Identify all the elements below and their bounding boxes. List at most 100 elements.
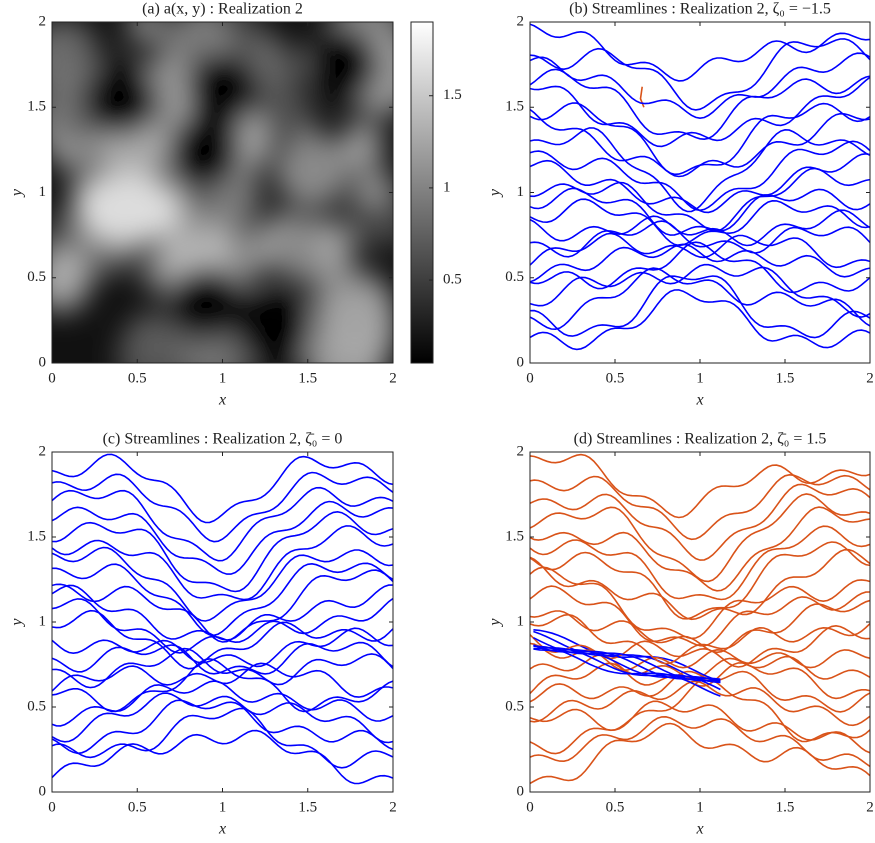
streamline — [530, 209, 870, 247]
x-axis-label: x — [218, 821, 226, 838]
heatmap-blob — [267, 217, 330, 280]
x-tick-label: 2 — [866, 799, 874, 815]
y-tick-label: 1 — [517, 613, 525, 629]
y-tick-label: 0.5 — [27, 698, 46, 714]
streamline — [530, 152, 870, 214]
streamline — [530, 506, 870, 592]
heatmap-dark — [82, 60, 159, 137]
streamline — [530, 624, 870, 668]
streamline — [530, 127, 870, 213]
streamline — [530, 493, 870, 583]
colorbar-tick-label: 1.5 — [443, 87, 462, 103]
streamline — [530, 722, 870, 785]
streamline — [52, 584, 393, 641]
y-axis-label: y — [9, 618, 26, 628]
streamline — [530, 68, 870, 141]
streamline — [52, 707, 393, 769]
streamline — [530, 599, 870, 654]
x-tick-label: 0 — [526, 370, 534, 386]
y-axis-label: y — [487, 618, 504, 628]
streamline — [530, 102, 870, 176]
streamline — [530, 548, 870, 621]
heatmap-blob — [274, 133, 351, 209]
x-axis-label: x — [695, 392, 703, 409]
streamline — [52, 569, 393, 643]
x-tick-label: 0.5 — [128, 799, 147, 815]
streamline — [530, 453, 870, 519]
streamline — [530, 263, 870, 318]
streamline — [530, 642, 870, 672]
x-axis-label: x — [695, 821, 703, 838]
axes-frame — [51, 451, 394, 793]
streamline — [530, 76, 870, 148]
streamline — [530, 541, 870, 620]
streamline — [530, 566, 870, 640]
heatmap-blob — [73, 174, 184, 245]
y-axis-label: y — [9, 188, 26, 198]
streamline — [530, 267, 870, 331]
streamline — [52, 658, 393, 713]
plot-area — [52, 22, 393, 363]
heatmap-blob — [52, 213, 72, 252]
x-tick-label: 1 — [219, 799, 227, 815]
x-tick-label: 0 — [48, 799, 56, 815]
heatmap-blob — [311, 268, 393, 352]
streamline — [530, 198, 870, 247]
streamline — [52, 562, 393, 637]
x-tick-label: 0.5 — [606, 799, 625, 815]
streamline — [530, 241, 870, 294]
streamline — [52, 546, 393, 622]
colorbar-tick-label: 1 — [443, 179, 451, 195]
colorbar-tick-label: 0.5 — [443, 271, 462, 287]
y-tick-label: 1 — [39, 613, 47, 629]
x-tick-label: 1 — [696, 799, 704, 815]
streamline — [530, 220, 870, 258]
axes-frame — [529, 21, 871, 364]
streamline — [52, 453, 393, 524]
heatmap-blob — [256, 79, 308, 131]
streamline — [52, 647, 393, 689]
x-tick-label: 1.5 — [298, 799, 317, 815]
streamline — [52, 486, 393, 562]
streamline — [530, 232, 870, 269]
streamline — [530, 52, 870, 120]
x-tick-label: 2 — [866, 370, 874, 386]
streamline — [52, 627, 393, 668]
streamline — [52, 641, 393, 675]
heatmap-blob — [356, 168, 393, 205]
streamline — [530, 243, 870, 283]
heatmap-dark — [167, 265, 244, 342]
plot-area — [52, 453, 393, 785]
streamline — [52, 597, 393, 654]
panel-title: (c) Streamlines : Realization 2, ζ̄₀ = 0 — [103, 431, 343, 448]
streamline — [530, 613, 870, 665]
x-tick-label: 1.5 — [776, 370, 795, 386]
y-tick-label: 1.5 — [27, 528, 46, 544]
plot-area — [530, 453, 870, 785]
streamline — [530, 585, 870, 647]
streamline — [530, 289, 870, 351]
y-tick-label: 1 — [517, 184, 525, 200]
heatmap-dark — [303, 26, 380, 103]
y-tick-label: 0.5 — [505, 698, 524, 714]
y-tick-label: 1.5 — [505, 99, 524, 115]
y-tick-label: 0 — [39, 354, 47, 370]
streamline — [530, 483, 870, 561]
heatmap-dark — [184, 52, 261, 129]
heatmap-blob — [52, 251, 91, 312]
x-tick-label: 0.5 — [606, 370, 625, 386]
colorbar — [410, 21, 434, 364]
streamline — [530, 662, 870, 700]
streamline — [530, 680, 870, 727]
heatmap-blob — [175, 23, 213, 62]
y-tick-label: 0 — [517, 354, 525, 370]
streamline — [530, 473, 870, 541]
y-tick-label: 0.5 — [27, 269, 46, 285]
heatmap-dark — [167, 111, 244, 188]
y-axis-label: y — [487, 188, 504, 198]
heatmap-blob — [76, 38, 102, 64]
y-tick-label: 1 — [39, 184, 47, 200]
streamline — [52, 662, 393, 698]
x-tick-label: 1.5 — [776, 799, 795, 815]
streamline — [530, 140, 870, 212]
